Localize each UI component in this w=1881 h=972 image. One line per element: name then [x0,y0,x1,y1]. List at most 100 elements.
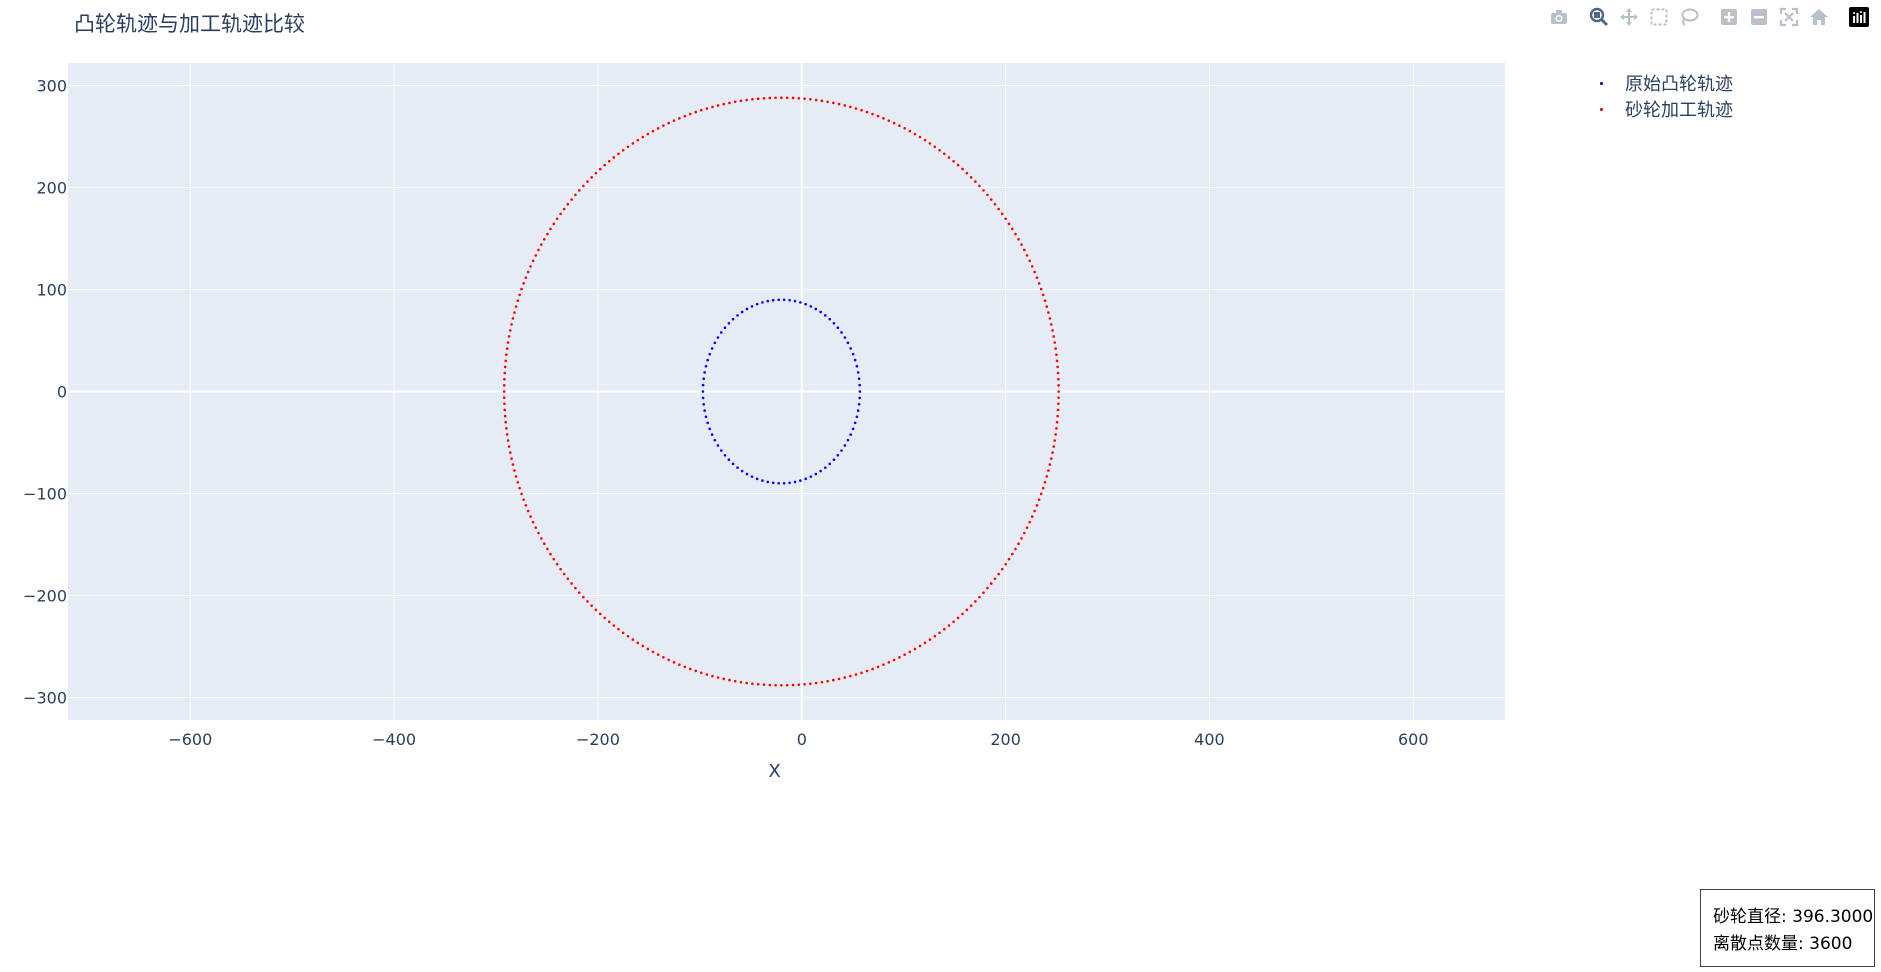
data-point[interactable] [524,276,528,279]
data-point[interactable] [626,634,630,638]
data-point[interactable] [607,159,611,163]
data-point[interactable] [1011,552,1014,556]
data-point[interactable] [694,110,698,114]
data-point[interactable] [1047,469,1050,472]
data-point[interactable] [582,595,585,599]
data-point[interactable] [555,217,559,221]
data-point[interactable] [708,352,712,356]
data-point[interactable] [843,444,847,447]
data-point[interactable] [607,620,611,624]
data-point[interactable] [898,124,901,127]
data-point[interactable] [716,104,720,107]
data-point[interactable] [503,377,506,381]
data-point[interactable] [646,647,650,651]
data-point[interactable] [504,420,508,424]
data-point[interactable] [739,99,743,103]
data-point[interactable] [804,477,807,481]
data-point[interactable] [1033,509,1036,513]
data-point[interactable] [723,326,727,330]
data-point[interactable] [1023,531,1026,535]
data-point[interactable] [529,265,532,268]
data-point[interactable] [761,301,764,304]
data-point[interactable] [797,96,801,100]
data-point[interactable] [943,627,946,631]
data-point[interactable] [1049,323,1053,326]
data-point[interactable] [507,445,511,448]
data-point[interactable] [928,638,932,641]
data-point[interactable] [860,671,863,675]
data-point[interactable] [514,475,518,478]
data-point[interactable] [823,314,827,317]
data-point[interactable] [938,631,941,635]
data-point[interactable] [956,616,960,620]
data-point[interactable] [828,462,832,466]
data-point[interactable] [537,248,540,252]
data-point[interactable] [832,101,835,105]
data-point[interactable] [510,457,513,460]
data-point[interactable] [1037,498,1041,501]
data-point[interactable] [531,259,535,263]
data-point[interactable] [1053,439,1057,442]
data-point[interactable] [978,184,981,188]
data-point[interactable] [1028,520,1031,524]
data-point[interactable] [1007,557,1011,561]
data-point[interactable] [736,314,739,317]
data-point[interactable] [1035,276,1039,279]
data-point[interactable] [701,396,705,400]
data-point[interactable] [511,317,515,320]
data-point[interactable] [562,207,566,211]
lasso-select-icon[interactable] [1678,6,1700,28]
data-point[interactable] [740,310,744,314]
data-point[interactable] [511,463,515,466]
data-point[interactable] [860,108,863,112]
data-point[interactable] [777,481,780,485]
data-point[interactable] [1020,537,1023,540]
data-point[interactable] [1025,254,1029,257]
data-point[interactable] [969,604,973,607]
data-point[interactable] [703,371,706,374]
data-point[interactable] [797,683,801,687]
data-point[interactable] [851,352,855,356]
data-point[interactable] [1041,486,1045,490]
data-point[interactable] [843,104,847,107]
data-point[interactable] [974,600,977,603]
data-point[interactable] [1041,293,1045,297]
data-point[interactable] [722,677,726,681]
data-point[interactable] [952,620,955,624]
data-point[interactable] [728,678,731,682]
data-point[interactable] [814,681,818,685]
data-point[interactable] [1055,359,1059,363]
data-point[interactable] [733,679,737,683]
data-point[interactable] [503,408,507,412]
data-point[interactable] [503,402,506,406]
data-point[interactable] [636,138,640,142]
data-point[interactable] [809,475,813,478]
data-point[interactable] [1030,515,1034,518]
data-point[interactable] [766,299,770,303]
data-point[interactable] [997,207,1000,211]
data-point[interactable] [856,371,860,374]
series-1[interactable] [502,96,1060,687]
data-point[interactable] [701,390,705,393]
data-point[interactable] [731,462,735,466]
data-point[interactable] [933,145,937,149]
data-point[interactable] [603,616,606,620]
data-point[interactable] [989,582,993,585]
data-point[interactable] [711,105,714,109]
data-point[interactable] [559,212,562,216]
data-point[interactable] [762,96,766,100]
data-point[interactable] [1052,335,1055,338]
data-point[interactable] [1039,287,1043,291]
data-point[interactable] [913,132,917,136]
data-point[interactable] [986,193,989,197]
data-point[interactable] [1014,232,1017,236]
data-point[interactable] [566,577,570,581]
data-point[interactable] [993,202,997,206]
data-point[interactable] [809,682,812,685]
data-point[interactable] [683,114,687,118]
data-point[interactable] [858,396,861,400]
data-point[interactable] [1057,390,1060,393]
data-point[interactable] [549,552,552,556]
data-point[interactable] [586,180,589,183]
